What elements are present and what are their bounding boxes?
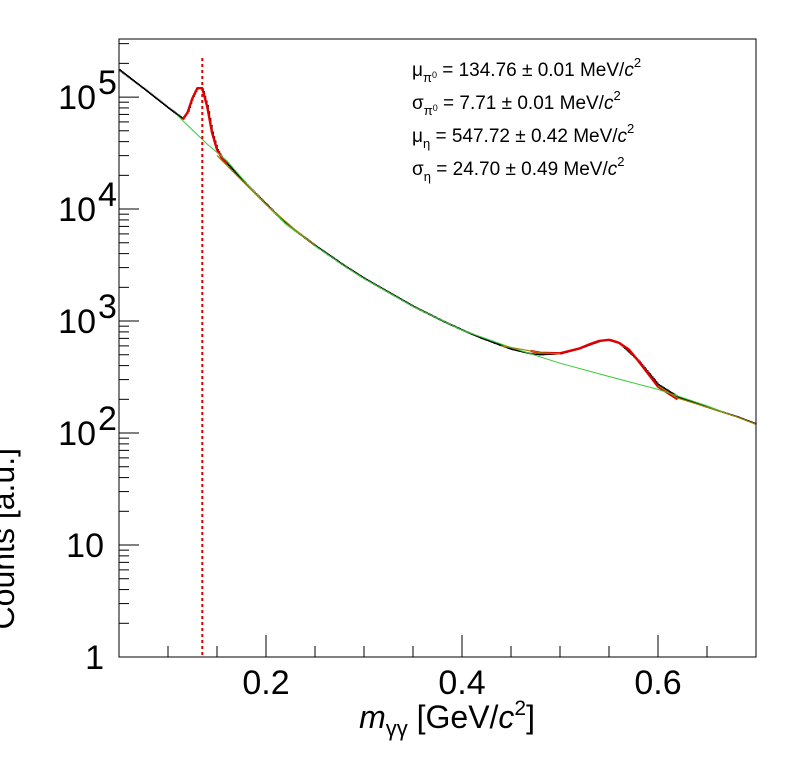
fit-line-4	[216, 155, 316, 247]
x-tick-label: 0.2	[242, 664, 289, 702]
y-tick-label: 10	[58, 79, 96, 117]
x-tick-label: 0.6	[634, 664, 681, 702]
y-tick-exponent: 2	[98, 400, 117, 438]
x-axis-unit-close: ]	[526, 699, 535, 735]
y-tick-label: 10	[66, 527, 104, 565]
plot-frame	[118, 38, 757, 658]
y-axis-title: Counts [a.u.]	[0, 448, 21, 629]
x-axis-var: m	[359, 699, 386, 735]
fit-result-label: ση = 24.70 ± 0.49 MeV/c2	[412, 154, 625, 184]
fit-result-label: σπ0 = 7.71 ± 0.01 MeV/c2	[412, 88, 621, 118]
plot-area	[119, 58, 757, 657]
x-tick-label: 0.4	[438, 664, 485, 702]
fit-line-5	[501, 345, 561, 355]
background-fit-line	[177, 115, 757, 425]
y-tick-exponent: 3	[98, 288, 117, 326]
y-tick-label: 10	[58, 303, 96, 341]
x-axis-title: mγγ [GeV/c2]	[359, 697, 535, 741]
y-tick-label: 10	[58, 415, 96, 453]
x-axis-unit: [GeV/	[408, 699, 499, 735]
fit-result-label: μπ0 = 134.76 ± 0.01 MeV/c2	[412, 55, 641, 85]
y-tick-label: 10	[58, 191, 96, 229]
y-tick-label: 1	[85, 639, 104, 677]
fit-line-6	[657, 385, 757, 425]
y-tick-exponent: 5	[98, 64, 117, 102]
x-axis-unit-var: c	[498, 699, 514, 735]
fit-line-1	[181, 87, 228, 165]
y-tick-exponent: 4	[98, 176, 117, 214]
x-axis-unit-sup: 2	[514, 697, 526, 720]
fit-result-label: μη = 547.72 ± 0.42 MeV/c2	[412, 121, 634, 151]
x-axis-var-sub: γγ	[386, 716, 408, 741]
